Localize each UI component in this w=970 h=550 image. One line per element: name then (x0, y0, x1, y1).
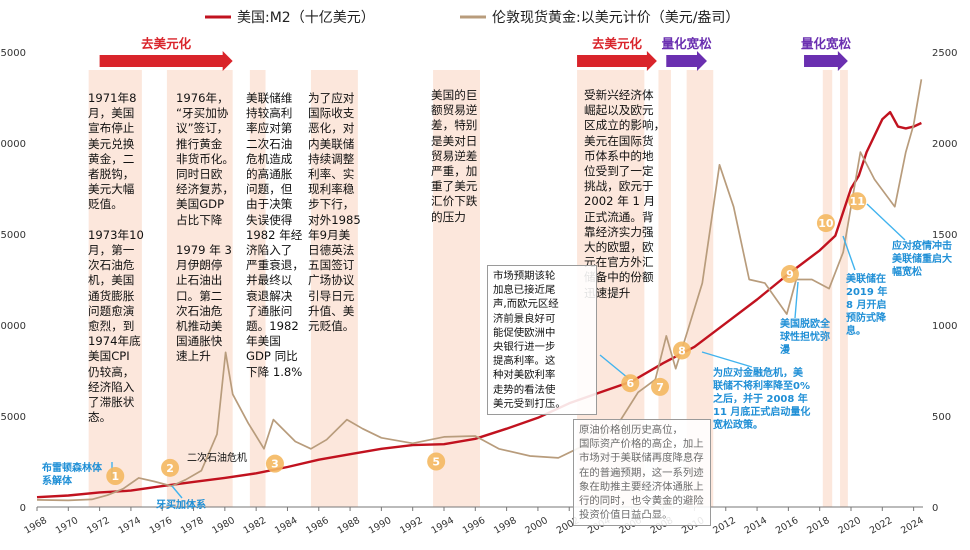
shaded-period-3 (310, 70, 358, 507)
y-right-tick: 2000 (932, 139, 957, 150)
legend-label-1: 伦敦现货黄金:以美元计价（美元/盎司） (492, 9, 739, 26)
annotation-fed-2019: 美联储在 2019 年 8 月开启 预防式降 息。 (846, 274, 888, 337)
x-tick-label: 1988 (336, 515, 362, 537)
x-tick-label: 1982 (242, 515, 268, 537)
event-marker-label-5: 5 (432, 456, 440, 469)
shaded-period-1 (166, 70, 233, 507)
annotation-1976: 1976年， “牙买加协 议”签订， 推行黄金 非货币化。 同时日欧 经济复苏，… (176, 91, 234, 364)
y-left-tick: 5000 (1, 412, 26, 423)
phase-label-0: 去美元化 (141, 36, 192, 51)
x-tick-label: 2016 (774, 515, 800, 537)
event-marker-10 (816, 214, 835, 233)
phase-label-1: 去美元化 (592, 36, 643, 51)
x-tick-label: 1990 (367, 515, 393, 537)
phase-label-2: 量化宽松 (662, 36, 713, 51)
legend-label-0: 美国:M2（十亿美元） (237, 10, 375, 26)
y-left-tick: 10000 (0, 321, 26, 332)
x-tick-label: 1978 (179, 515, 205, 537)
label-bretton-woods: 布雷顿森林体 系解体 (42, 463, 102, 487)
event-marker-label-7: 7 (656, 381, 664, 394)
y-right-tick: 2500 (932, 48, 957, 59)
event-marker-3 (265, 454, 284, 473)
callout-lines (111, 203, 906, 499)
x-tick-label: 1976 (148, 515, 174, 537)
phase-arrows: 去美元化 去美元化 量化宽松 量化宽松 (99, 36, 852, 71)
event-marker-label-6: 6 (626, 377, 634, 390)
x-tick-label: 1980 (210, 515, 236, 537)
y-left-tick: 20000 (0, 139, 26, 150)
x-tick-label: 1998 (492, 515, 518, 537)
shaded-period-9 (840, 70, 848, 507)
annotation-fed-2008: 为应对金融危机，美 联储不将利率降至0% 之后，并于 2008 年 11 月底正… (713, 368, 811, 431)
x-tick-label: 1968 (23, 515, 49, 537)
y-right-tick: 1000 (932, 321, 957, 332)
shaded-period-2 (249, 70, 266, 507)
annotation-brexit: 美国脱欧全 球性担忧弥 漫 (780, 319, 830, 356)
callout-jamaica (171, 485, 183, 499)
y-left-tick: 0 (20, 503, 26, 514)
annotation-1971: 1971年8 月，美国 宣布停止 美元兑换 黄金，二 者脱钩， 美元大幅 贬值。… (88, 91, 144, 425)
x-tick-label: 1986 (304, 515, 330, 537)
x-tick-label: 1984 (273, 515, 299, 537)
phase-arrow-1 (577, 51, 657, 71)
y-right-tick: 1500 (932, 230, 957, 241)
annotation-oil-price: 原油价格创历史高位， 国际资产价格的高企，加上 市场对于美联储再度降息存 在的普… (573, 419, 711, 527)
x-tick-label: 1970 (54, 515, 80, 537)
event-marker-label-8: 8 (678, 344, 686, 357)
annotation-1993: 美国的巨 额贸易逆 差，特别 是美对日 贸易逆差 严重，加 重了美元 汇价下跌 … (431, 88, 478, 224)
event-marker-2 (161, 458, 180, 477)
phase-arrow-3 (804, 51, 848, 71)
callout-covid (866, 203, 906, 241)
y-right-tick: 0 (932, 503, 938, 514)
x-tick-label: 2014 (743, 515, 769, 537)
event-marker-6 (621, 374, 640, 393)
phase-arrow-0 (99, 51, 233, 71)
event-marker-label-10: 10 (818, 217, 834, 230)
annotation-1982: 美联储维 持较高利 率应对第 二次石油 危机造成 的高通胀 问题，但 由于决策 … (246, 91, 304, 379)
event-marker-7 (651, 377, 670, 396)
event-marker-label-1: 1 (111, 470, 119, 483)
x-tick-label: 2020 (837, 515, 863, 537)
series-line-1 (36, 79, 923, 502)
shaded-period-4 (433, 70, 480, 507)
x-tick-label: 1992 (398, 515, 424, 537)
event-marker-5 (427, 452, 446, 471)
y-left-tick: 25000 (0, 48, 26, 59)
event-marker-label-3: 3 (271, 458, 279, 471)
event-marker-11 (848, 192, 867, 211)
annotation-covid: 应对疫情冲击 美联储重启大 幅宽松 (892, 241, 952, 278)
x-tick-label: 2022 (868, 515, 894, 537)
event-marker-8 (672, 341, 691, 360)
annotation-market-expectation: 市场预期该轮 加息已接近尾 声,而欧元区经 济前景良好可 能促使欧洲中 央银行进… (487, 265, 597, 416)
x-tick-label: 2012 (711, 515, 737, 537)
x-tick-label: 1974 (116, 515, 142, 537)
event-markers: 1 2 3 5 6 7 8 9 10 11 (106, 192, 867, 486)
y-left-tick: 15000 (0, 230, 26, 241)
x-tick-label: 1994 (430, 515, 456, 537)
phase-label-3: 量化宽松 (801, 36, 852, 51)
event-marker-label-2: 2 (166, 462, 174, 475)
shaded-period-6 (658, 70, 671, 507)
x-tick-label: 2024 (899, 515, 925, 537)
x-tick-label: 1996 (461, 515, 487, 537)
phase-arrow-2 (666, 51, 707, 71)
shaded-period-0 (88, 70, 142, 507)
annotation-1985: 为了应对 国际收支 恶化，对 内美联储 持续调整 利率、实 现利率稳 步下行， … (308, 91, 361, 334)
event-marker-9 (780, 265, 799, 284)
event-marker-1 (106, 467, 125, 486)
label-jamaica: 牙买加体系 (156, 500, 206, 511)
event-marker-label-11: 11 (850, 195, 865, 208)
event-marker-label-9: 9 (786, 268, 794, 281)
callout-fed-2008 (701, 351, 753, 368)
y-right-tick: 500 (932, 412, 951, 423)
x-tick-label: 1972 (85, 515, 111, 537)
callout-brexit (794, 281, 799, 319)
x-tick-label: 2000 (523, 515, 549, 537)
callout-fed-2019 (842, 235, 856, 271)
label-second-oil-crisis: 二次石油危机 (187, 453, 247, 464)
legend: 美国:M2（十亿美元） 伦敦现货黄金:以美元计价（美元/盎司） (205, 9, 739, 26)
x-tick-label: 2018 (805, 515, 831, 537)
callout-market (599, 354, 629, 379)
